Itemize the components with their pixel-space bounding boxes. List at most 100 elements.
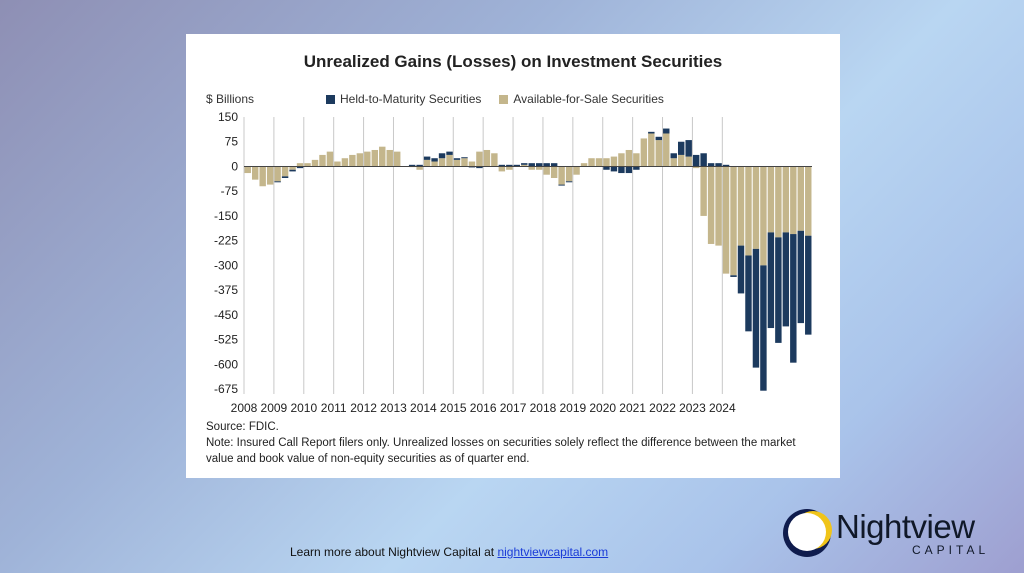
- bar-afs: [281, 166, 289, 177]
- bar-afs: [752, 166, 760, 249]
- x-tick-label: 2013: [380, 401, 407, 415]
- bar-afs: [692, 166, 700, 169]
- bar-afs: [476, 151, 483, 167]
- bar-afs: [550, 166, 558, 179]
- y-tick-label: -675: [214, 382, 238, 396]
- bar-afs: [797, 166, 805, 231]
- x-tick-label: 2016: [470, 401, 497, 415]
- bar-afs: [453, 159, 461, 167]
- bar-htm: [618, 166, 625, 174]
- bar-htm: [767, 232, 775, 329]
- bar-htm: [692, 154, 700, 167]
- bar-htm: [476, 166, 483, 169]
- bar-afs: [625, 149, 633, 167]
- bar-htm: [281, 176, 289, 179]
- bar-htm: [752, 248, 760, 368]
- bar-afs: [461, 158, 468, 167]
- bar-htm: [760, 265, 767, 391]
- chart-title: Unrealized Gains (Losses) on Investment …: [303, 52, 723, 71]
- bar-afs: [730, 166, 737, 276]
- bar-afs: [244, 166, 251, 174]
- bar-htm: [775, 237, 782, 343]
- bar-afs: [341, 158, 349, 167]
- bar-afs: [670, 158, 677, 167]
- y-tick-label: -150: [214, 209, 238, 223]
- bar-htm: [655, 136, 663, 141]
- y-tick-label: -600: [214, 357, 238, 371]
- bar-afs: [438, 158, 446, 167]
- x-tick-label: 2015: [440, 401, 467, 415]
- legend-swatch-afs: [499, 94, 509, 104]
- bar-htm: [550, 163, 558, 167]
- bar-htm: [296, 166, 304, 169]
- bar-htm: [461, 157, 468, 159]
- x-tick-label: 2024: [709, 401, 736, 415]
- bar-afs: [506, 166, 513, 170]
- x-tick-label: 2022: [649, 401, 676, 415]
- x-tick-label: 2017: [500, 401, 527, 415]
- y-tick-label: -375: [214, 283, 238, 297]
- bar-htm: [506, 164, 513, 167]
- bar-afs: [491, 153, 498, 167]
- bar-afs: [274, 166, 281, 182]
- legend-item-afs: Available-for-Sale Securities: [499, 92, 664, 106]
- bar-htm: [745, 255, 752, 332]
- x-tick-label: 2014: [410, 401, 437, 415]
- bar-afs: [558, 166, 565, 185]
- bar-afs: [745, 166, 752, 256]
- bar-afs: [737, 166, 745, 246]
- bar-afs: [468, 161, 476, 167]
- bar-htm: [685, 140, 692, 157]
- bar-afs: [805, 166, 812, 236]
- bar-htm: [431, 158, 438, 162]
- bar-htm: [648, 131, 655, 134]
- x-tick-label: 2009: [261, 401, 288, 415]
- y-tick-label: -225: [214, 234, 238, 248]
- bar-htm: [790, 234, 797, 363]
- bar-htm: [782, 232, 790, 327]
- bar-afs: [296, 163, 304, 167]
- bar-afs: [588, 158, 595, 167]
- bar-afs: [543, 166, 550, 175]
- legend-label-htm: Held-to-Maturity Securities: [340, 92, 482, 106]
- note-text: Note: Insured Call Report filers only. U…: [206, 437, 796, 465]
- bar-afs: [386, 149, 393, 167]
- bar-afs: [648, 133, 655, 167]
- legend-item-htm: Held-to-Maturity Securities: [326, 92, 481, 106]
- nightview-logo: Nightview CAPITAL: [780, 506, 1010, 566]
- bar-afs: [319, 154, 326, 167]
- bar-htm: [453, 158, 461, 160]
- bar-htm: [633, 166, 640, 170]
- bar-htm: [535, 163, 543, 167]
- bar-afs: [760, 166, 767, 266]
- bar-afs: [528, 166, 535, 170]
- x-tick-label: 2010: [290, 401, 317, 415]
- bar-afs: [700, 166, 707, 216]
- bar-htm: [558, 184, 565, 186]
- bar-htm: [543, 163, 550, 167]
- bar-htm: [521, 163, 528, 165]
- y-tick-label: -75: [221, 184, 239, 198]
- bar-afs: [364, 151, 371, 167]
- bar-htm: [274, 181, 281, 183]
- bar-afs: [289, 166, 296, 170]
- bar-afs: [782, 166, 790, 233]
- bar-htm: [528, 163, 535, 167]
- x-tick-label: 2020: [589, 401, 616, 415]
- bar-htm: [423, 156, 431, 160]
- bar-htm: [663, 128, 670, 134]
- bar-htm: [438, 153, 446, 159]
- bar-afs: [633, 153, 640, 167]
- bar-afs: [393, 151, 401, 167]
- x-tick-label: 2008: [231, 401, 258, 415]
- bar-htm: [715, 163, 722, 167]
- bar-afs: [573, 166, 580, 175]
- bar-htm: [610, 166, 618, 172]
- bar-afs: [251, 166, 259, 180]
- y-tick-label: 0: [231, 159, 238, 173]
- bar-htm: [707, 163, 715, 167]
- y-tick-label: 150: [218, 110, 238, 124]
- x-tick-label: 2021: [619, 401, 646, 415]
- bar-htm: [625, 166, 633, 174]
- footer-link[interactable]: nightviewcapital.com: [497, 545, 609, 559]
